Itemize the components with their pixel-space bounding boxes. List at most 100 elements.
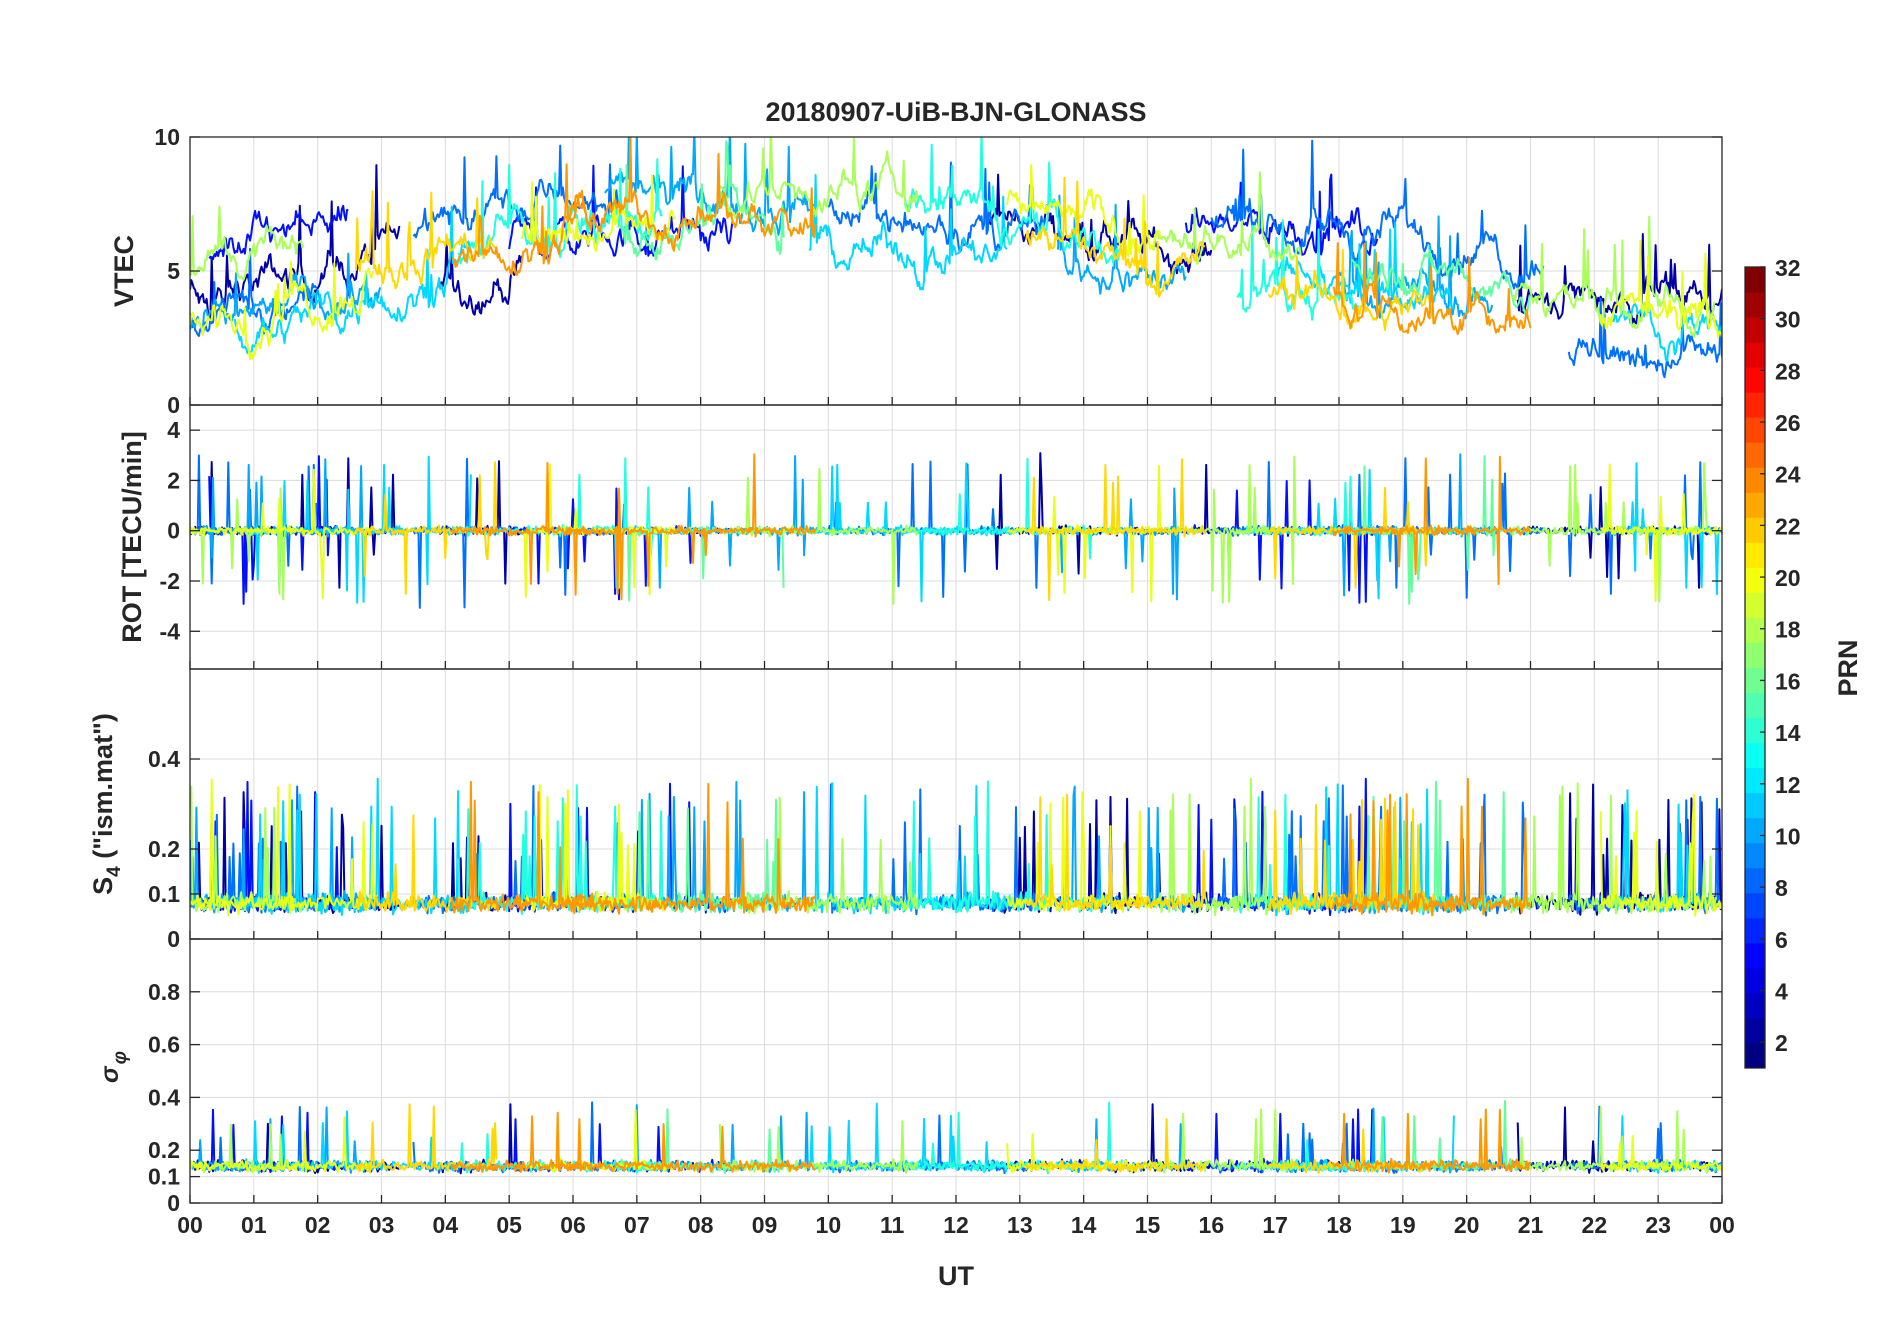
colorbar-segment <box>1745 292 1765 318</box>
trace-prn-23 <box>1331 1108 1532 1174</box>
trace-prn-17 <box>718 467 919 605</box>
x-tick-label: 23 <box>1645 1212 1671 1238</box>
colorbar-tick-label: 32 <box>1775 255 1801 281</box>
trace-prn-21 <box>1025 793 1206 912</box>
colorbar-tick-label: 26 <box>1775 410 1801 436</box>
sigma-label-main: σ <box>96 1065 124 1083</box>
colorbar-tick-label: 10 <box>1775 823 1801 849</box>
colorbar-segment <box>1745 542 1765 568</box>
rot-traces <box>190 452 1722 609</box>
colorbar-tick-label: 18 <box>1775 617 1801 643</box>
trace-prn-23 <box>450 1111 594 1173</box>
x-tick-label: 00 <box>1709 1212 1735 1238</box>
colorbar-segment <box>1745 892 1765 919</box>
trace-prn-2 <box>190 164 401 321</box>
x-tick-label: 22 <box>1582 1212 1608 1238</box>
y-tick-label: -2 <box>160 568 180 594</box>
trace-prn-23 <box>565 137 817 252</box>
x-tick-label: 03 <box>369 1212 395 1238</box>
sigma-gridlines <box>190 939 1722 1203</box>
y-tick-label: 0.6 <box>148 1032 180 1058</box>
chart-title: 20180907-UiB-BJN-GLONASS <box>765 97 1146 127</box>
y-tick-label: -4 <box>160 618 181 644</box>
trace-prn-2 <box>1516 233 1722 325</box>
sigma-y-ticks: 00.10.2 0.4 0.6 0.8 <box>148 979 1723 1216</box>
trace-prn-19 <box>1599 793 1722 917</box>
colorbar-tick-label: 30 <box>1775 307 1801 333</box>
colorbar-segment <box>1745 567 1765 593</box>
x-tick-label: 15 <box>1135 1212 1161 1238</box>
x-tick-label: 06 <box>560 1212 586 1238</box>
trace-prn-17 <box>190 205 305 281</box>
trace-prn-17 <box>718 1120 919 1174</box>
colorbar-segment <box>1745 842 1765 869</box>
sigma-y-axis-label: σφ <box>96 1051 131 1083</box>
colorbar-segment <box>1745 867 1765 894</box>
y-tick-label: 0 <box>167 518 180 544</box>
colorbar-segment <box>1745 692 1765 719</box>
colorbar-tick-label: 14 <box>1775 720 1801 746</box>
x-tick-label: 19 <box>1390 1212 1416 1238</box>
rot-panel: -4 -2 0 2 4 ROT [TECU/min] <box>117 404 1723 670</box>
trace-prn-2 <box>438 239 523 316</box>
trace-prn-9 <box>190 252 382 331</box>
colorbar-frame <box>1744 266 1766 1069</box>
y-tick-label: 0.2 <box>148 836 180 862</box>
trace-prn-2 <box>190 457 401 589</box>
s4-y-axis-label: S4 ("ism.mat") <box>88 713 125 895</box>
trace-prn-23 <box>1331 455 1532 586</box>
x-tick-label: 07 <box>624 1212 650 1238</box>
rot-y-ticks: -4 -2 0 2 4 <box>160 417 1723 669</box>
y-tick-label: 5 <box>167 258 180 284</box>
trace-prn-19 <box>520 784 676 913</box>
x-tick-label: 20 <box>1454 1212 1480 1238</box>
colorbar-segment <box>1745 392 1765 418</box>
trace-prn-11 <box>808 174 1008 291</box>
colorbar-segment <box>1745 617 1765 643</box>
trace-prn-19 <box>190 1116 375 1173</box>
trace-prn-4 <box>208 204 349 261</box>
trace-prn-11 <box>1612 302 1722 362</box>
colorbar-segment <box>1745 367 1765 393</box>
colorbar-tick-label: 22 <box>1775 513 1801 539</box>
colorbar-tick-label: 2 <box>1775 1030 1788 1056</box>
vtec-y-axis-label: VTEC <box>109 235 139 307</box>
s4-label-rest: ("ism.mat") <box>88 713 118 866</box>
colorbar-label: PRN <box>1833 639 1863 696</box>
y-tick-label: 0 <box>167 392 180 418</box>
trace-prn-21 <box>1268 486 1436 589</box>
trace-prn-7 <box>827 161 1047 253</box>
trace-prn-23 <box>450 462 593 585</box>
colorbar-segment <box>1745 517 1765 543</box>
y-tick-label: 0.8 <box>148 979 180 1005</box>
trace-prn-19 <box>1599 1135 1722 1173</box>
trace-prn-11 <box>233 205 472 356</box>
trace-prn-7 <box>190 247 318 337</box>
trace-prn-19 <box>190 260 375 361</box>
x-tick-label: 00 <box>177 1212 203 1238</box>
x-tick-label: 13 <box>1007 1212 1033 1238</box>
trace-prn-17 <box>1153 1108 1302 1174</box>
trace-prn-19 <box>190 778 375 917</box>
y-tick-label: 0.4 <box>148 1084 180 1110</box>
x-tick-label: 09 <box>752 1212 778 1238</box>
s4-label-sub: 4 <box>104 866 125 877</box>
sigma-label-sub: φ <box>110 1051 131 1064</box>
y-tick-label: 2 <box>167 467 180 493</box>
y-tick-label: 0.4 <box>148 746 180 772</box>
y-tick-label: 0.2 <box>148 1137 180 1163</box>
x-tick-label: 16 <box>1199 1212 1225 1238</box>
trace-prn-7 <box>1567 297 1722 379</box>
trace-prn-23 <box>566 453 817 601</box>
s4-panel: 0 0.1 0.2 0.4 S4 ("ism.mat") <box>88 668 1723 952</box>
x-tick-label: 14 <box>1071 1212 1097 1238</box>
trace-prn-19 <box>1599 239 1722 339</box>
vtec-y-ticks: 0 5 10 <box>154 124 1723 418</box>
trace-prn-17 <box>190 487 305 601</box>
colorbar-tick-label: 28 <box>1775 358 1801 384</box>
trace-prn-19 <box>190 468 375 600</box>
colorbar-segment <box>1745 417 1765 443</box>
colorbar-tick-label: 20 <box>1775 565 1801 591</box>
x-axis-label: UT <box>938 1261 974 1291</box>
